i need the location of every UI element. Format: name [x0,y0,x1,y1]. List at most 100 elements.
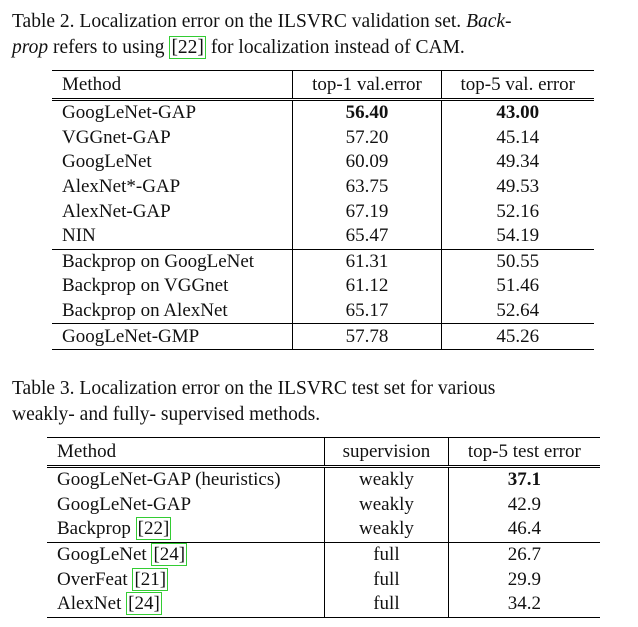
cell-text: Backprop on GoogLeNet [62,250,255,272]
cell-text: 51.46 [496,275,540,297]
header-cell: Method [52,70,293,101]
cell-text: 54.19 [496,225,540,247]
cell: 65.47 [292,223,442,250]
cell: Backprop on VGGnet [52,274,293,299]
cell: 34.2 [447,591,600,618]
cell-text: 42.9 [507,493,541,515]
cell-text: GoogLeNet-GAP (heuristics) [57,469,281,491]
cell: GoogLeNet-GAP (heuristics) [47,467,325,493]
cell-text: 52.16 [496,200,540,222]
cell-text: Backprop [57,518,136,540]
cell: AlexNet-GAP [52,199,293,224]
cell-text: 45.26 [496,325,540,347]
header-row: Method top-1 val.error top-5 val. error [52,70,594,101]
row: Backprop on AlexNet 65.17 52.64 [52,298,594,324]
citation[interactable]: [22] [169,36,206,59]
cell-text: weakly [358,518,414,540]
cell: 49.34 [440,150,594,175]
header-row: Method supervision top-5 test error [47,437,600,468]
cell-text: AlexNet-GAP [62,200,171,222]
cell: 49.53 [440,174,594,200]
cell: 57.20 [292,125,442,151]
row: GoogLeNet [24] full 26.7 [47,541,600,568]
cell-text: NIN [62,225,96,247]
cell: 61.12 [292,274,442,299]
table3: Method supervision top-5 test error GoogLeN… [47,437,600,618]
cell: 51.46 [440,274,594,299]
cell-text: GoogLeNet-GMP [62,325,200,347]
cell-text: 61.31 [345,250,389,272]
cell-text: 46.4 [507,518,541,540]
header-cell: top-5 test error [447,437,600,468]
cell: GoogLeNet-GAP [47,493,325,518]
row: VGGnet-GAP 57.20 45.14 [52,125,594,151]
cell: 60.09 [292,150,442,175]
cell: OverFeat [21] [47,567,325,592]
citation[interactable]: [24] [151,543,188,567]
cell-text: 50.55 [496,250,540,272]
cell: 56.40 [292,99,442,126]
cell-text: 60.09 [345,151,389,173]
cell-text: 63.75 [345,176,389,198]
cell: 45.14 [440,125,594,151]
header-cell: top-1 val.error [292,70,442,101]
cell-text: 65.17 [345,300,389,322]
cell: GoogLeNet [52,150,293,175]
cell: 45.26 [440,323,594,350]
cell: weakly [324,466,449,493]
cell: 52.16 [440,199,594,224]
caption-italic: Back- [466,11,512,32]
cell: NIN [52,224,293,249]
row: GoogLeNet-GAP (heuristics) weakly 37.1 [47,466,600,493]
caption-italic: prop [12,37,49,58]
cell: 65.17 [292,298,442,324]
row: AlexNet*-GAP 63.75 49.53 [52,174,594,200]
cell: Backprop on GoogLeNet [52,248,293,275]
row: OverFeat [21] full 29.9 [47,567,600,592]
header-cell: Method [47,437,325,468]
cell: 52.64 [440,298,594,324]
cell-text: OverFeat [57,568,133,590]
row: Backprop [22] weakly 46.4 [47,517,600,543]
cell-text: full [373,593,400,615]
cell: weakly [324,492,449,518]
citation[interactable]: [22] [135,517,172,541]
cell-text: 57.20 [345,126,389,148]
header-cell: supervision [324,437,449,468]
cell-text: 52.64 [496,300,540,322]
cell-text: Backprop on AlexNet [62,300,228,322]
cell: 50.55 [440,248,594,275]
cell: 37.1 [447,466,600,493]
row: Backprop on GoogLeNet 61.31 50.55 [52,248,594,275]
cell: GoogLeNet-GMP [52,323,293,350]
cell-text-bold: 37.1 [507,469,541,491]
cell-text: GoogLeNet [57,544,152,566]
cell-text: 57.78 [345,325,389,347]
caption-text: for localization instead of CAM. [205,37,465,58]
cell: 67.19 [292,199,442,224]
cell: 42.9 [447,492,600,518]
cell-text: 67.19 [345,200,389,222]
cell-text: Backprop on VGGnet [62,275,229,297]
citation[interactable]: [24] [126,592,162,616]
cell-text: VGGnet-GAP [62,126,171,148]
cell-text-bold: 43.00 [496,102,540,124]
cell-text: GoogLeNet-GAP [62,102,197,124]
cell: full [324,591,449,618]
cell: 26.7 [447,541,600,568]
cell: AlexNet [24] [47,592,325,617]
cell: AlexNet*-GAP [52,175,293,200]
cell-text: 65.47 [345,225,389,247]
cell-text: 45.14 [496,126,540,148]
cell: 61.31 [292,248,442,275]
row: GoogLeNet-GAP weakly 42.9 [47,492,600,518]
cell-text: 49.34 [496,151,540,173]
row: NIN 65.47 54.19 [52,223,594,250]
cell-text: 34.2 [507,593,541,615]
cell: full [324,541,449,568]
cell-text: full [373,544,400,566]
cell-text: 26.7 [507,544,541,566]
citation[interactable]: [21] [132,567,169,591]
cell-text: GoogLeNet-GAP [57,493,192,515]
